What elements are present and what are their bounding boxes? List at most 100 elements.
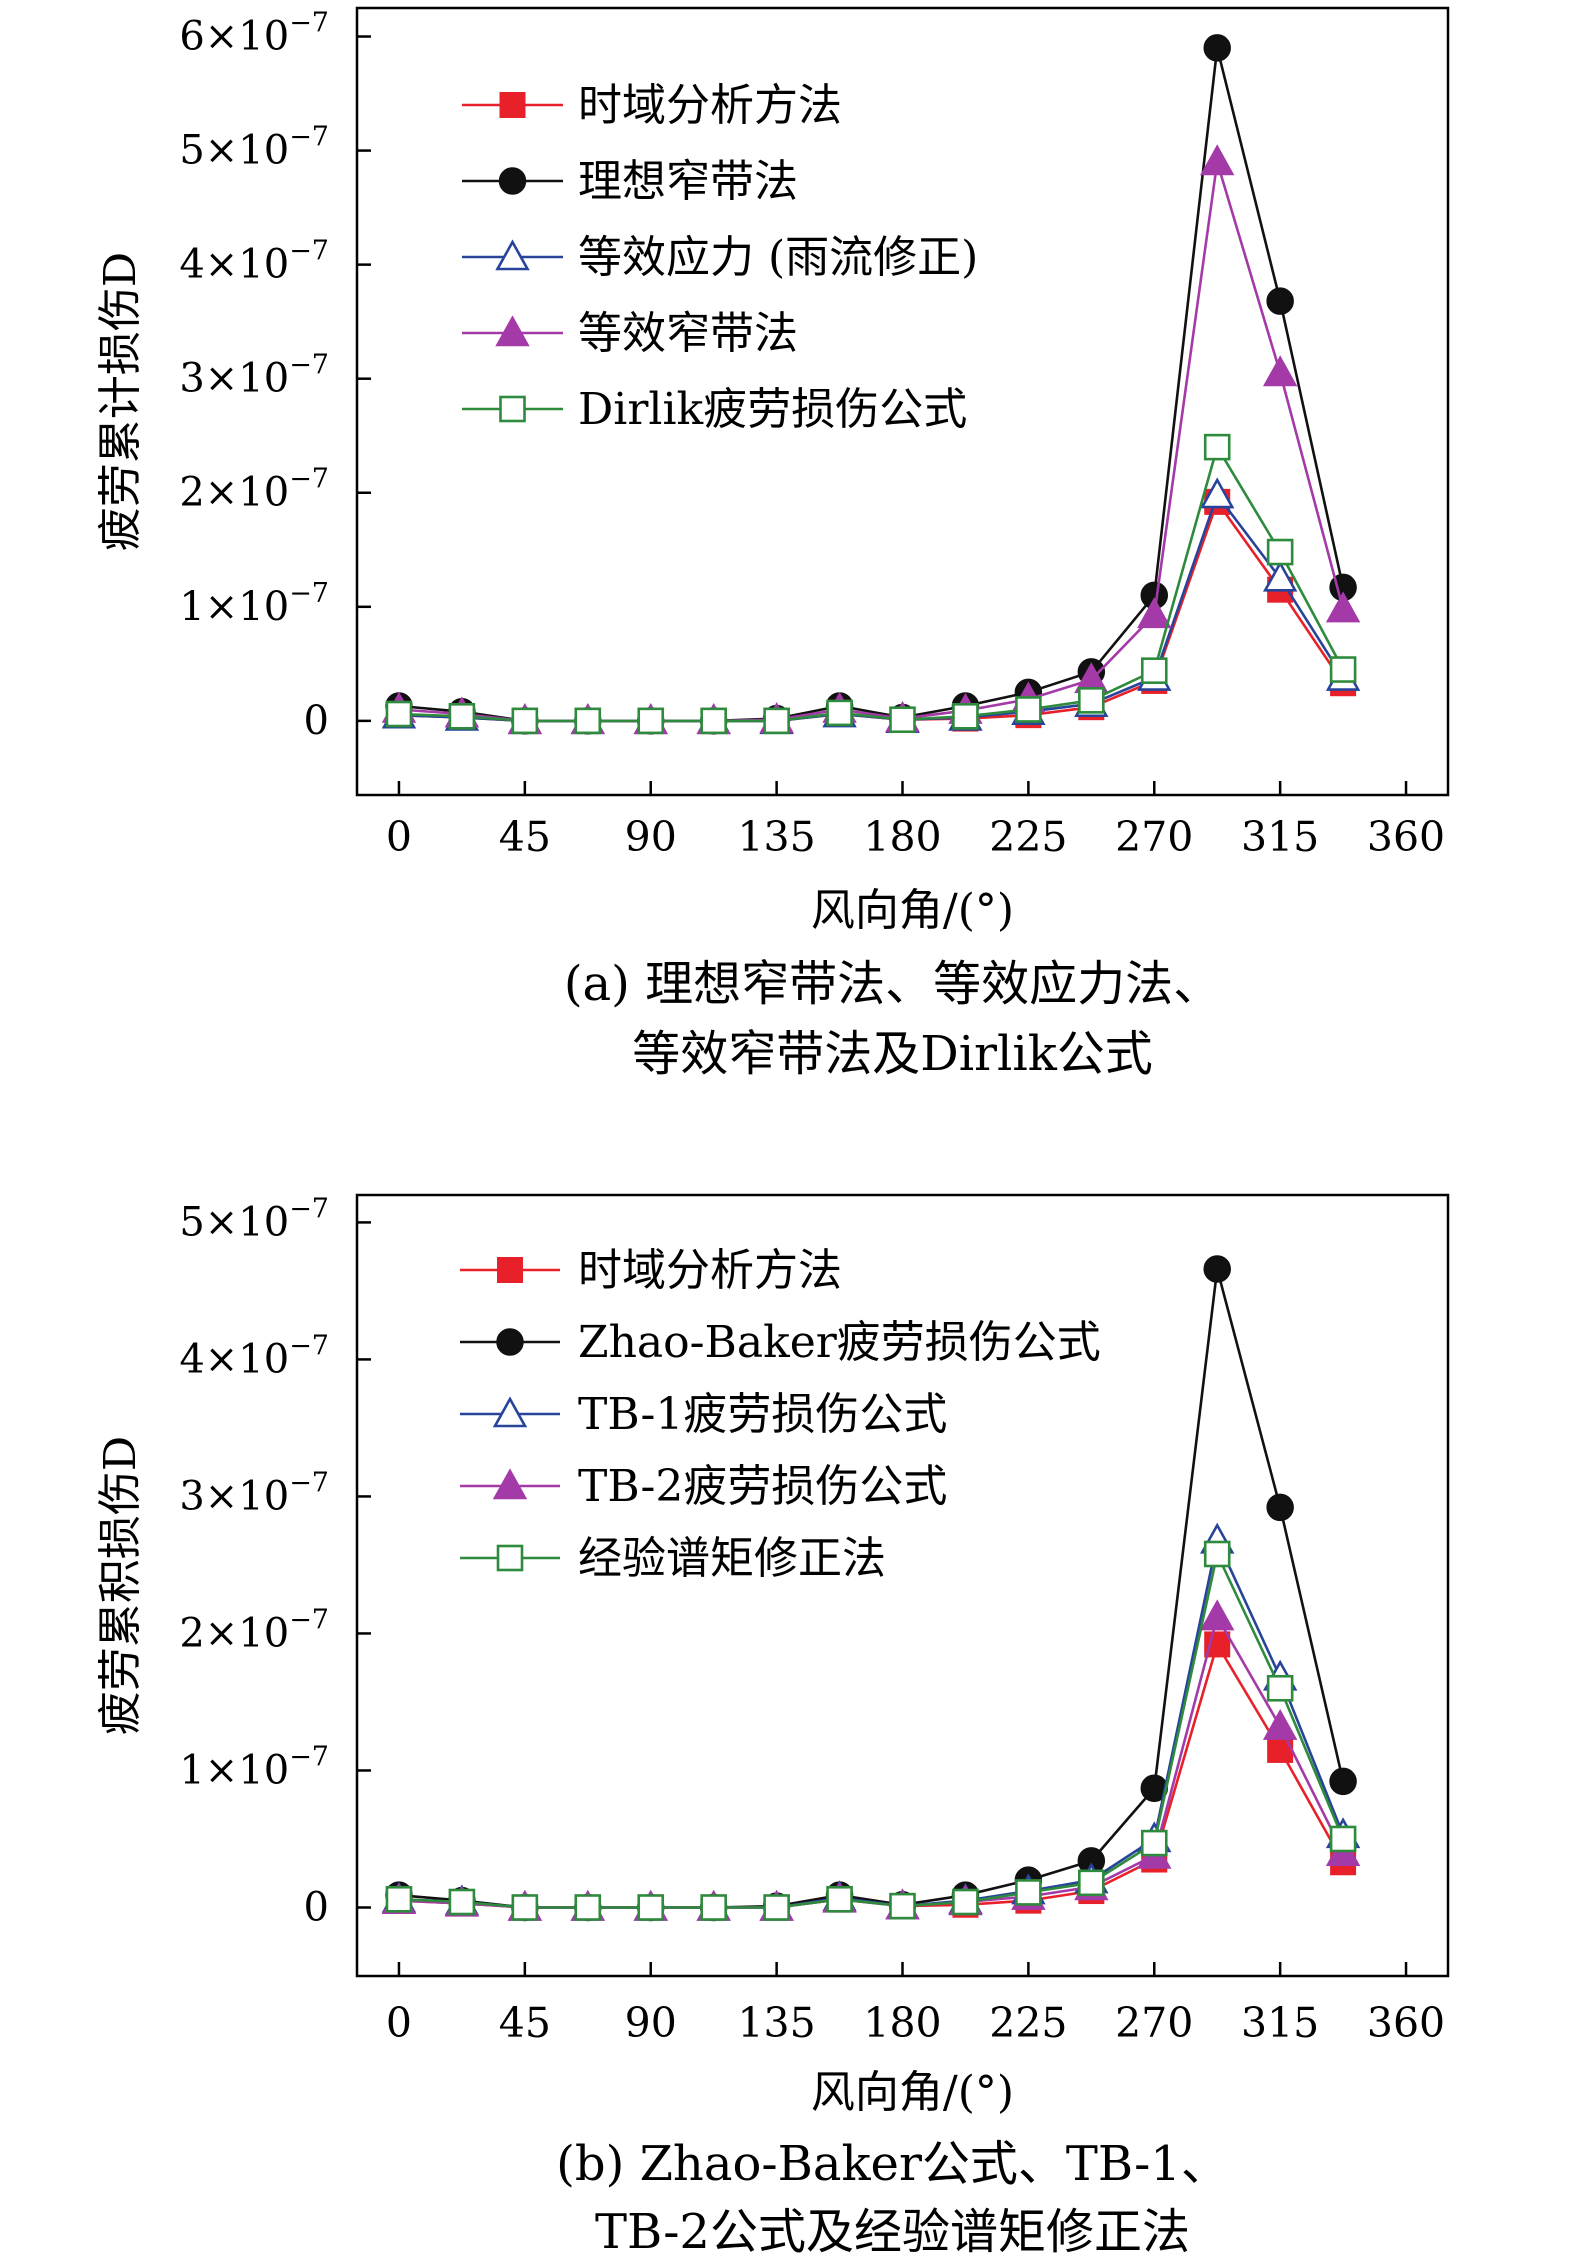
data-point-s4-2: [511, 1894, 539, 1921]
series-line-4: [398, 445, 1345, 723]
y-tick-exponent: −7: [289, 1604, 329, 1635]
data-point-s2-13: [1200, 477, 1235, 509]
x-tick-label: 270: [1115, 813, 1193, 861]
data-point-s4-1: [448, 702, 476, 730]
legend-marker-2: [492, 1396, 528, 1428]
data-point-s4-11: [1078, 687, 1105, 714]
legend: 时域分析方法 Zhao-Baker疲劳损伤公式 TB-1疲劳损伤公式 TB-2疲劳损伤…: [460, 1245, 1101, 1584]
data-point-s3-13: [1200, 1599, 1235, 1631]
data-point-s4-8: [889, 1892, 916, 1920]
caption-line-1: (b) Zhao-Baker公式、TB-1、: [556, 2136, 1229, 2192]
data-point-s4-13: [1203, 1540, 1231, 1568]
legend-label-3: 等效窄带法: [578, 308, 798, 359]
data-point-s4-14: [1266, 538, 1294, 566]
y-tick-label: 1×10−7: [179, 1741, 329, 1793]
legend-label-2: TB-1疲劳损伤公式: [578, 1389, 947, 1440]
data-point-s4-1: [448, 1888, 476, 1916]
data-point-s3-14: [1262, 1708, 1298, 1740]
x-tick-label: 225: [989, 1999, 1067, 2047]
y-tick-exponent: −7: [289, 236, 329, 267]
legend-label-4: Dirlik疲劳损伤公式: [578, 384, 967, 435]
data-point-s4-10: [1015, 1879, 1042, 1906]
data-point-s4-14: [1266, 1674, 1294, 1702]
y-tick-label: 5×10−7: [179, 122, 329, 174]
caption-line-2: TB-2公式及经验谱矩修正法: [595, 2204, 1190, 2260]
y-tick-base: ×10: [205, 470, 289, 516]
y-axis-label: 疲劳累积损伤D: [95, 1436, 146, 1735]
y-tick-exponent: −7: [289, 1741, 329, 1772]
y-tick-base: ×10: [205, 128, 289, 174]
y-tick-label: 2×10−7: [179, 464, 329, 516]
y-tick-mantissa: 0: [304, 698, 329, 744]
x-tick-label: 180: [863, 813, 941, 861]
legend-marker-1: [496, 1328, 524, 1356]
y-tick-label: 6×10−7: [179, 8, 329, 60]
y-tick-label: 1×10−7: [179, 578, 329, 630]
data-point-s4-11: [1078, 1869, 1105, 1897]
data-point-s2-14: [1262, 560, 1298, 592]
y-tick-mantissa: 5: [179, 1199, 204, 1245]
y-tick-base: ×10: [205, 14, 289, 60]
legend-label-4: 经验谱矩修正法: [578, 1533, 886, 1584]
data-point-s3-15: [1325, 591, 1361, 623]
series-line-2: [398, 1539, 1345, 1909]
data-point-s4-6: [763, 707, 790, 735]
series-line-2: [398, 493, 1345, 723]
x-tick-label: 225: [989, 813, 1067, 861]
y-tick-exponent: −7: [289, 8, 329, 39]
y-tick-base: ×10: [205, 1610, 289, 1656]
x-tick-label: 180: [863, 1999, 941, 2047]
x-tick-label: 135: [737, 813, 815, 861]
y-tick-exponent: −7: [289, 1330, 329, 1361]
y-tick-mantissa: 4: [179, 1336, 204, 1382]
y-tick-mantissa: 3: [179, 356, 204, 402]
data-point-s1-13: [1203, 34, 1231, 62]
y-tick-mantissa: 3: [179, 1473, 204, 1519]
series-line-0: [398, 500, 1345, 723]
y-tick-label: 5×10−7: [179, 1193, 329, 1245]
data-point-s1-14: [1266, 287, 1294, 315]
legend-label-1: 理想窄带法: [578, 156, 798, 207]
data-point-s4-15: [1329, 656, 1357, 683]
data-point-s1-15: [1329, 1767, 1357, 1796]
data-point-s1-13: [1203, 1255, 1231, 1283]
caption-line-1: (a) 理想窄带法、等效应力法、: [564, 956, 1221, 1012]
y-tick-mantissa: 2: [179, 470, 204, 516]
legend-label-1: Zhao-Baker疲劳损伤公式: [578, 1317, 1101, 1368]
series-line-0: [398, 1643, 1345, 1909]
x-tick-label: 135: [737, 1999, 815, 2047]
data-point-s4-15: [1329, 1825, 1357, 1853]
legend-marker-0: [497, 1257, 523, 1283]
data-point-s4-8: [889, 706, 916, 734]
data-point-s4-5: [700, 1894, 727, 1921]
y-tick-mantissa: 4: [179, 242, 204, 288]
data-point-s3-12: [1137, 597, 1172, 629]
y-tick-exponent: −7: [289, 578, 329, 609]
legend-label-2: 等效应力 (雨流修正): [578, 232, 978, 283]
y-tick-exponent: −7: [289, 350, 329, 381]
series-line-3: [398, 1615, 1345, 1909]
x-tick-label: 315: [1241, 813, 1319, 861]
data-point-s4-13: [1203, 433, 1231, 461]
y-tick-mantissa: 1: [179, 1747, 204, 1793]
x-tick-label: 90: [625, 813, 677, 861]
x-tick-label: 315: [1241, 1999, 1319, 2047]
y-tick-label: 4×10−7: [179, 236, 329, 288]
data-point-s0-13: [1204, 1631, 1231, 1658]
y-tick-mantissa: 5: [179, 128, 204, 174]
y-tick-mantissa: 6: [179, 14, 204, 60]
legend-label-0: 时域分析方法: [578, 80, 842, 131]
data-point-s3-14: [1262, 355, 1298, 387]
legend-marker-4: [496, 1544, 524, 1572]
data-point-s4-0: [385, 700, 413, 728]
y-axis-label: 疲劳累计损伤D: [95, 252, 146, 551]
data-point-s4-5: [700, 707, 727, 735]
x-tick-label: 45: [499, 1999, 551, 2047]
x-tick-label: 360: [1367, 1999, 1445, 2047]
x-tick-label: 0: [386, 813, 412, 861]
data-point-s4-2: [511, 707, 539, 735]
legend-label-3: TB-2疲劳损伤公式: [578, 1461, 947, 1512]
y-tick-exponent: −7: [289, 464, 329, 495]
